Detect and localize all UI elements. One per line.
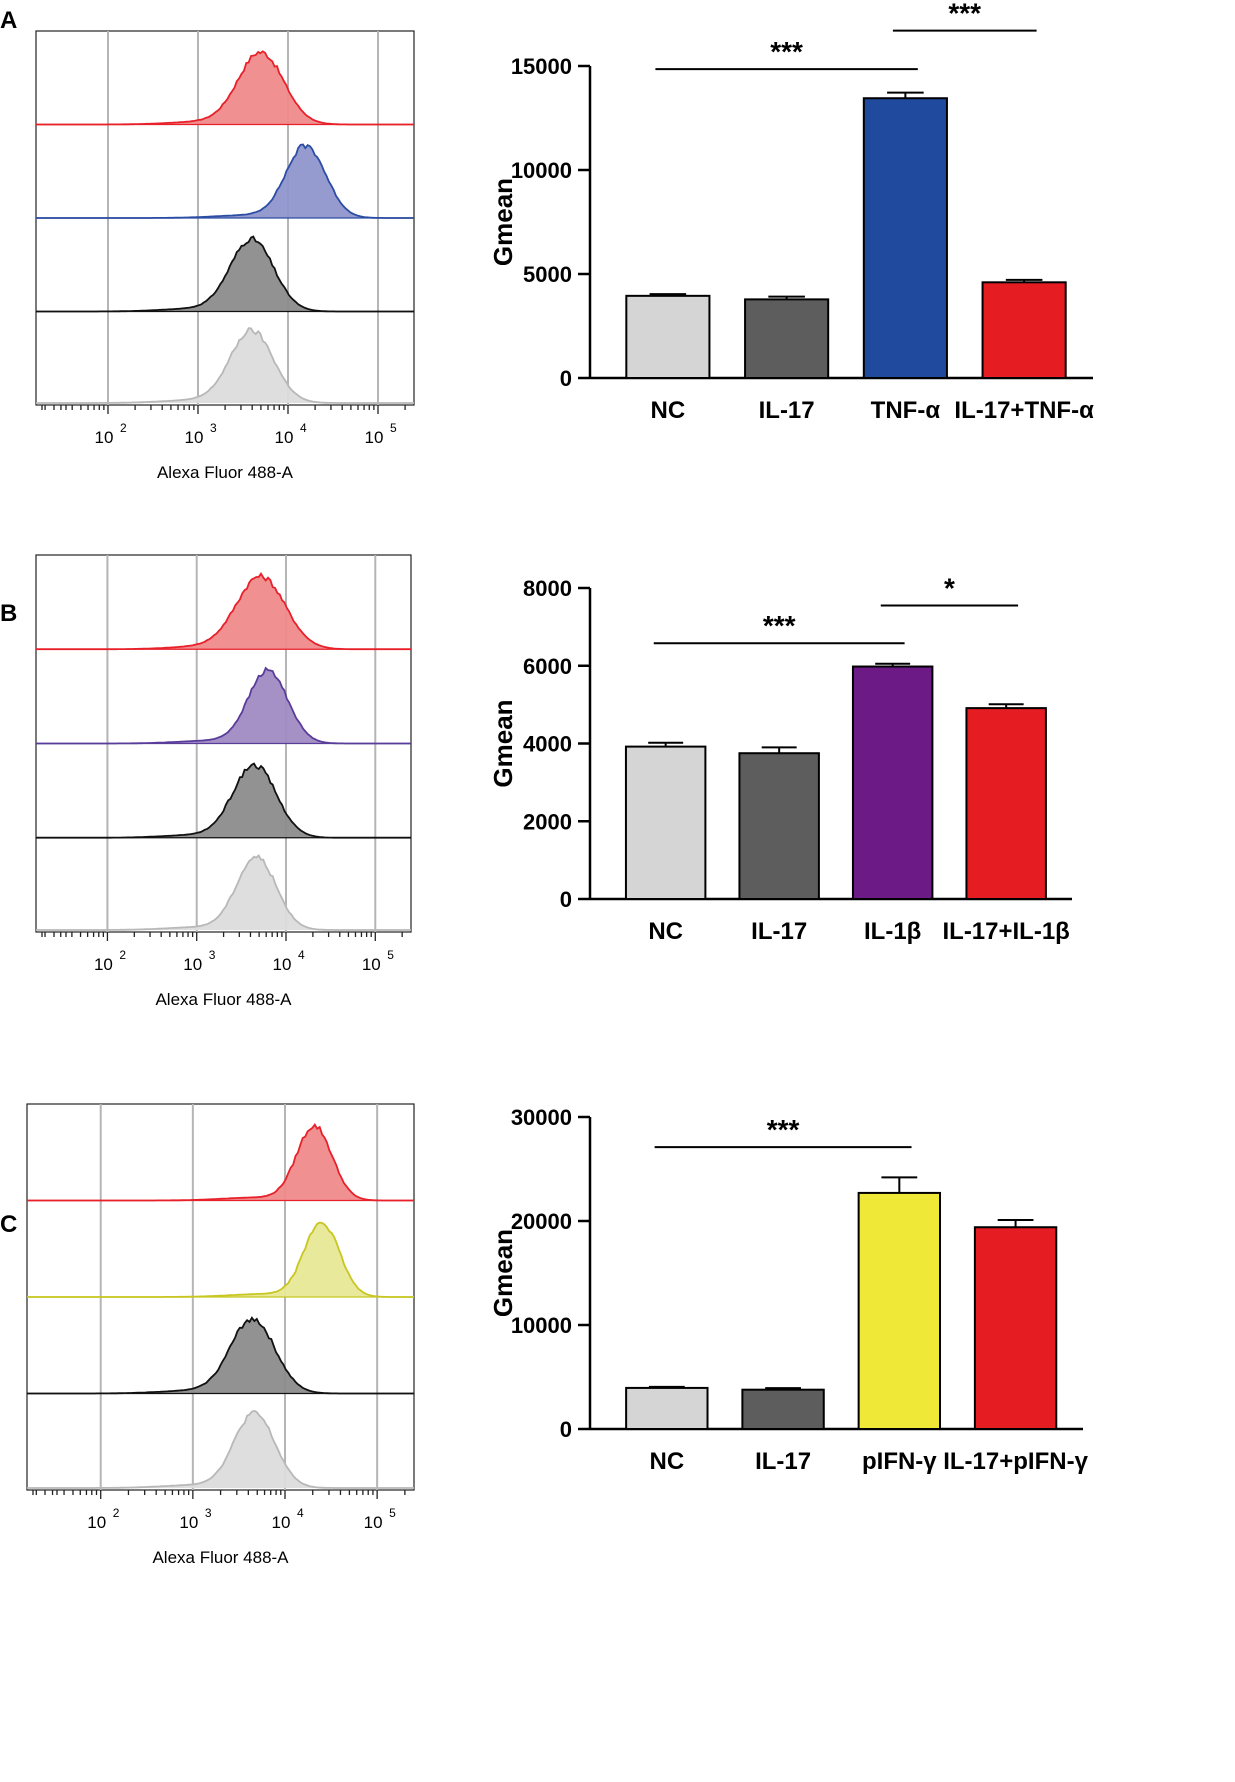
bar-chart-c: 0 10000 20000 30000 Gmean NC IL-17 pIFN-γ IL-17+… [488, 1105, 1089, 1475]
flow-tick-label: 10 [272, 1513, 291, 1532]
y-tick-label: 5000 [523, 262, 572, 287]
flow-histogram-line [27, 1409, 414, 1489]
bar [857, 1191, 942, 1431]
flow-xlabel: Alexa Fluor 488-A [155, 990, 292, 1009]
y-tick-label: 8000 [523, 576, 572, 601]
flow-tick-exponent: 5 [389, 1506, 396, 1520]
flow-histogram-fill [36, 328, 414, 403]
category-label: IL-17+IL-1β [942, 918, 1069, 945]
panel-b: B 10 2 10 3 10 4 10 5 Alexa Fluor 488-A 0 2000 400… [0, 554, 1072, 1009]
flow-histogram-fill [36, 51, 414, 125]
flow-histogram-fill [27, 1124, 414, 1201]
category-label: TNF-α [871, 397, 941, 424]
flow-tick-label: 10 [87, 1513, 106, 1532]
flow-tick-exponent: 4 [298, 948, 305, 962]
category-label: NC [648, 918, 683, 945]
flow-tick-exponent: 4 [297, 1506, 304, 1520]
flow-histogram-line [36, 854, 411, 931]
y-tick-label: 0 [560, 1417, 572, 1442]
flow-tick-label: 10 [185, 428, 204, 447]
bar [981, 281, 1067, 380]
y-tick-label: 4000 [523, 732, 572, 757]
bar [744, 298, 830, 380]
bar [973, 1226, 1058, 1430]
bar [862, 97, 948, 380]
panel-a: A 10 2 10 3 10 4 10 5 Alexa Fluor 488-A 0 5000 100… [0, 0, 1094, 482]
flow-xlabel: Alexa Fluor 488-A [157, 463, 294, 482]
flow-tick-label: 10 [273, 955, 292, 974]
flow-tick-label: 10 [364, 1513, 383, 1532]
y-tick-label: 15000 [511, 54, 572, 79]
bar-chart-b: 0 2000 4000 6000 8000 Gmean NC IL-17 IL-1β IL-17+… [488, 572, 1072, 945]
panel-letter-a: A [0, 7, 17, 34]
flow-tick-label: 10 [362, 955, 381, 974]
flow-tick-label: 10 [95, 428, 114, 447]
flow-histogram-a: 10 2 10 3 10 4 10 5 Alexa Fluor 488-A [35, 30, 415, 482]
flow-tick-exponent: 2 [113, 1506, 120, 1520]
bar [625, 1386, 709, 1431]
category-label: NC [651, 397, 686, 424]
y-tick-label: 6000 [523, 654, 572, 679]
y-tick-label: 0 [560, 366, 572, 391]
flow-histogram-fill [36, 855, 411, 930]
category-label: IL-1β [864, 918, 921, 945]
significance-label: *** [763, 610, 796, 641]
flow-tick-exponent: 3 [210, 421, 217, 435]
y-tick-label: 0 [560, 887, 572, 912]
bar-chart-a: 0 5000 10000 15000 Gmean NC IL-17 TNF-α IL-17+TN… [488, 0, 1094, 424]
category-label: NC [649, 1448, 684, 1475]
flow-histogram-fill [27, 1317, 414, 1394]
flow-tick-exponent: 5 [390, 421, 397, 435]
category-label: IL-17+pIFN-γ [943, 1448, 1088, 1475]
category-label: IL-17 [755, 1448, 811, 1475]
bar [738, 752, 820, 900]
significance-label: *** [948, 0, 981, 29]
bar [625, 294, 711, 379]
flow-histogram-fill [36, 573, 411, 650]
flow-histogram-fill [27, 1222, 414, 1297]
y-axis-label: Gmean [488, 178, 518, 266]
y-tick-label: 10000 [511, 1313, 572, 1338]
flow-histogram-fill [36, 763, 411, 838]
flow-tick-label: 10 [275, 428, 294, 447]
flow-tick-label: 10 [94, 955, 113, 974]
significance-label: *** [767, 1114, 800, 1145]
flow-tick-exponent: 3 [209, 948, 216, 962]
panel-c: C 10 2 10 3 10 4 10 5 Alexa Fluor 488-A 0 10000 20… [0, 1103, 1089, 1567]
bar [741, 1388, 825, 1430]
bar [965, 707, 1047, 901]
flow-tick-exponent: 5 [387, 948, 394, 962]
significance-label: * [944, 572, 955, 603]
flow-histogram-fill [27, 1410, 414, 1488]
y-axis-label: Gmean [488, 699, 518, 787]
flow-xlabel: Alexa Fluor 488-A [152, 1548, 289, 1567]
flow-tick-exponent: 2 [119, 948, 126, 962]
y-tick-label: 10000 [511, 158, 572, 183]
category-label: IL-17 [751, 918, 807, 945]
flow-tick-exponent: 2 [120, 421, 127, 435]
flow-histogram-b: 10 2 10 3 10 4 10 5 Alexa Fluor 488-A [35, 554, 412, 1009]
category-label: pIFN-γ [862, 1448, 937, 1475]
bar [624, 745, 707, 900]
flow-histogram-line [36, 327, 414, 404]
y-tick-label: 2000 [523, 809, 572, 834]
significance-label: *** [770, 36, 803, 67]
flow-tick-label: 10 [183, 955, 202, 974]
flow-histogram-fill [36, 236, 414, 312]
panel-letter-c: C [0, 1211, 17, 1238]
flow-histogram-c: 10 2 10 3 10 4 10 5 Alexa Fluor 488-A [26, 1103, 415, 1567]
flow-tick-label: 10 [365, 428, 384, 447]
y-axis-label: Gmean [488, 1229, 518, 1317]
y-tick-label: 30000 [511, 1105, 572, 1130]
y-tick-label: 20000 [511, 1209, 572, 1234]
panel-letter-b: B [0, 600, 17, 627]
flow-tick-exponent: 4 [300, 421, 307, 435]
category-label: IL-17 [759, 397, 815, 424]
flow-tick-label: 10 [179, 1513, 198, 1532]
bar [851, 665, 934, 901]
category-label: IL-17+TNF-α [954, 397, 1094, 424]
flow-tick-exponent: 3 [205, 1506, 212, 1520]
